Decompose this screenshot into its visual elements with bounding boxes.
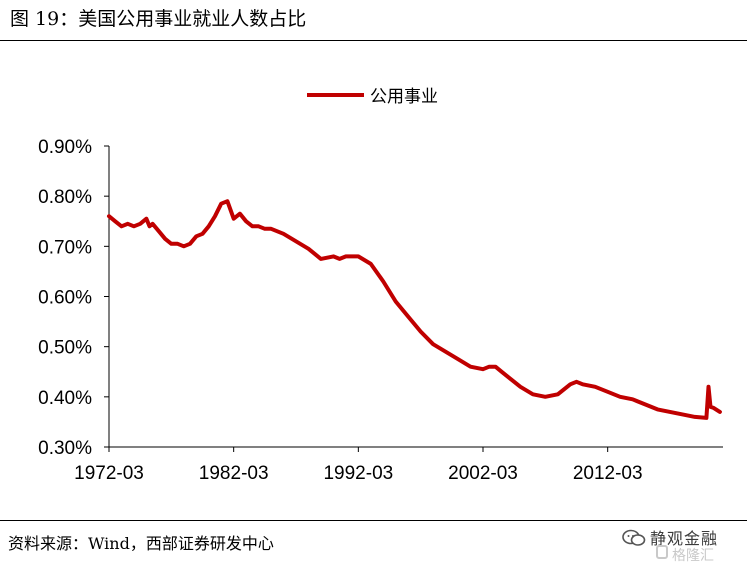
watermark-text: 静观金融 xyxy=(650,529,719,548)
x-tick-label: 1972-03 xyxy=(74,463,144,484)
x-tick-label: 2002-03 xyxy=(448,463,518,484)
title-divider xyxy=(0,40,747,41)
legend-label: 公用事业 xyxy=(370,87,438,107)
watermark-subtext: 格隆汇 xyxy=(672,548,714,564)
chart-axes xyxy=(108,146,723,448)
y-tick-label: 0.70% xyxy=(38,237,92,258)
footer-divider xyxy=(0,520,747,521)
wechat-icon xyxy=(622,529,646,546)
y-tick-label: 0.60% xyxy=(38,288,92,309)
series-line xyxy=(107,199,722,420)
y-tick-label: 0.40% xyxy=(38,388,92,409)
y-tick-label: 0.90% xyxy=(38,137,92,158)
y-tick-label: 0.30% xyxy=(38,438,92,459)
chart-series xyxy=(107,199,722,420)
chart-ticks: 0.30% 0.40% 0.50% 0.60% 0.70% 0.80% 0.90% 1972-… xyxy=(38,137,642,484)
watermark: 静观金融 格隆汇 xyxy=(620,523,745,564)
figure-title: 图 19：美国公用事业就业人数占比 xyxy=(10,8,307,30)
chart-legend: 公用事业 xyxy=(307,87,438,107)
x-tick-label: 1992-03 xyxy=(323,463,393,484)
y-tick-label: 0.80% xyxy=(38,187,92,208)
gelonghui-logo-icon xyxy=(656,545,668,559)
x-tick-label: 1982-03 xyxy=(199,463,269,484)
source-note: 资料来源：Wind，西部证券研发中心 xyxy=(8,534,274,553)
x-tick-label: 2012-03 xyxy=(573,463,643,484)
y-tick-label: 0.50% xyxy=(38,338,92,359)
